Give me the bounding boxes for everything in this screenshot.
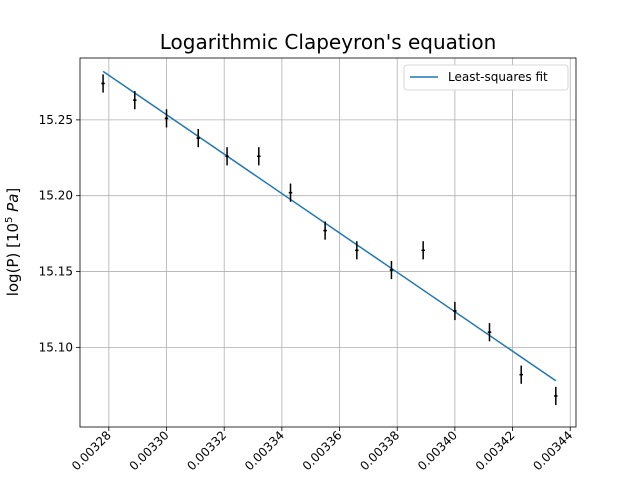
data-point bbox=[519, 365, 523, 384]
data-point bbox=[323, 221, 327, 240]
point-marker bbox=[225, 155, 229, 158]
x-tick-label: 0.00334 bbox=[242, 428, 287, 473]
legend: Least-squares fit bbox=[403, 64, 569, 91]
x-tick-label: 0.00332 bbox=[184, 428, 229, 473]
data-point bbox=[487, 323, 492, 342]
point-marker bbox=[323, 229, 327, 232]
point-marker bbox=[101, 82, 105, 85]
point-marker bbox=[197, 136, 200, 140]
legend-box bbox=[403, 64, 569, 91]
point-marker bbox=[554, 394, 558, 398]
data-point bbox=[421, 241, 425, 260]
point-marker bbox=[165, 117, 168, 120]
axes-frame bbox=[79, 57, 577, 428]
axis-ticks: 0.00328 0.00330 0.00332 0.00334 0.00336 0.003… bbox=[39, 113, 576, 473]
y-tick-label: 15.15 bbox=[39, 265, 73, 279]
chart-title: Logarithmic Clapeyron's equation bbox=[160, 30, 497, 54]
data-point bbox=[196, 128, 200, 148]
grid bbox=[80, 58, 576, 427]
point-marker bbox=[133, 98, 136, 102]
x-tick-label: 0.00340 bbox=[415, 428, 460, 473]
x-tick-label: 0.00328 bbox=[69, 428, 114, 473]
point-marker bbox=[257, 155, 260, 158]
x-tick-label: 0.00344 bbox=[530, 428, 575, 473]
data-point bbox=[133, 91, 137, 110]
x-tick-label: 0.00338 bbox=[357, 428, 402, 473]
data-point bbox=[288, 183, 293, 202]
point-marker bbox=[453, 309, 457, 313]
y-axis-label: log(P) [105 Pa] bbox=[4, 188, 22, 297]
x-tick-label: 0.00336 bbox=[300, 428, 345, 473]
data-point bbox=[257, 147, 261, 166]
y-axis-label-suffix: ] bbox=[4, 188, 22, 194]
y-axis-label-unit: Pa bbox=[4, 194, 22, 212]
point-marker bbox=[355, 249, 359, 252]
fit-line bbox=[102, 70, 557, 382]
data-point bbox=[389, 260, 394, 280]
data-point bbox=[164, 109, 169, 128]
y-tick-label: 15.20 bbox=[39, 189, 73, 203]
data-point bbox=[355, 241, 359, 260]
data-point bbox=[554, 386, 558, 406]
data-point bbox=[453, 301, 457, 321]
point-marker bbox=[390, 268, 393, 272]
data-point bbox=[101, 74, 105, 93]
y-tick-label: 15.10 bbox=[39, 340, 73, 354]
y-axis-label-text: log(P) [10 bbox=[4, 223, 22, 296]
x-tick-label: 0.00330 bbox=[127, 428, 172, 473]
y-axis-label-exponent: 5 bbox=[4, 217, 15, 223]
point-marker bbox=[520, 373, 523, 376]
y-tick-label: 15.25 bbox=[39, 113, 73, 127]
x-tick-label: 0.00342 bbox=[473, 428, 518, 473]
point-marker bbox=[488, 331, 491, 334]
data-point bbox=[225, 147, 229, 166]
chart-marks bbox=[101, 70, 558, 406]
point-marker bbox=[421, 249, 425, 252]
point-marker bbox=[289, 191, 292, 194]
legend-fit-label: Least-squares fit bbox=[448, 70, 548, 84]
